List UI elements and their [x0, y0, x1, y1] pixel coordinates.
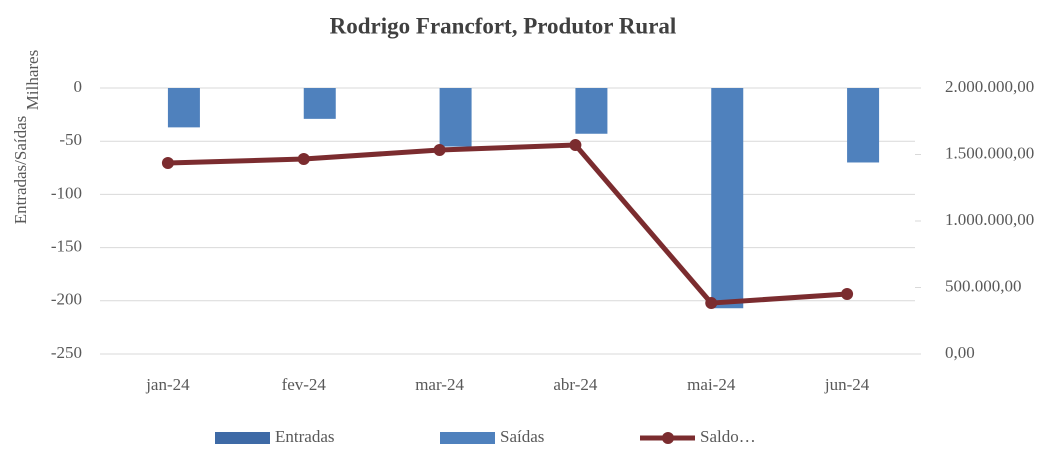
bar: [711, 88, 744, 309]
y-tick-label: 0: [74, 77, 83, 96]
bar: [303, 88, 336, 119]
bar: [847, 88, 880, 163]
marker: [841, 288, 854, 301]
y-tick-label: -150: [51, 237, 82, 256]
x-tick-label: jan-24: [145, 375, 190, 394]
legend-label: Entradas: [275, 427, 334, 446]
bar: [167, 88, 200, 128]
bar: [439, 88, 472, 147]
legend-label: Saídas: [500, 427, 544, 446]
chart-title: Rodrigo Francfort, Produtor Rural: [330, 13, 677, 38]
y2-tick-label: 500.000,00: [945, 276, 1022, 295]
x-tick-label: abr-24: [553, 375, 598, 394]
x-tick-label: fev-24: [282, 375, 327, 394]
line: [167, 142, 848, 306]
y-tick-label: -100: [51, 183, 82, 202]
x-tick-label: mar-24: [415, 375, 464, 394]
legend-swatch: [440, 432, 495, 444]
marker: [297, 153, 310, 166]
y2-tick-label: 2.000.000,00: [945, 77, 1034, 96]
y-axis-label: Entradas/Saídas: [11, 116, 30, 225]
y-tick-label: -50: [59, 130, 82, 149]
marker: [705, 297, 718, 310]
x-tick-label: mai-24: [687, 375, 736, 394]
marker: [433, 143, 446, 156]
legend-marker: [662, 432, 674, 444]
y2-tick-label: 1.500.000,00: [945, 143, 1034, 162]
x-tick-label: jun-24: [824, 375, 870, 394]
y2-tick-label: 0,00: [945, 343, 975, 362]
y-tick-label: -250: [51, 343, 82, 362]
y2-tick-label: 1.000.000,00: [945, 210, 1034, 229]
legend-label: Saldo…: [700, 427, 756, 446]
y-tick-label: -200: [51, 290, 82, 309]
marker: [161, 157, 174, 170]
y-unit-label: Milhares: [23, 50, 42, 110]
legend-swatch: [215, 432, 270, 444]
bar: [575, 88, 608, 134]
marker: [569, 139, 582, 152]
